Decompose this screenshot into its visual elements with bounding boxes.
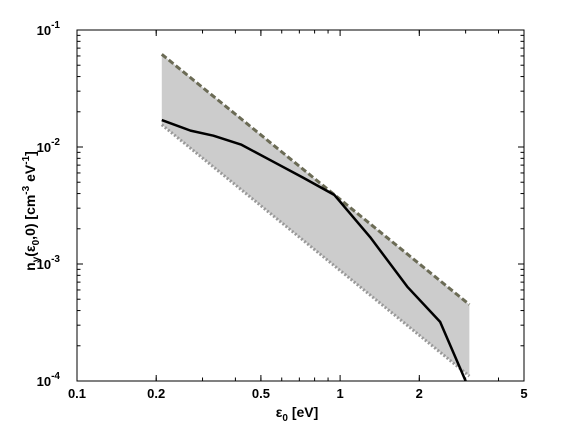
band-upper-bound-line <box>160 53 471 306</box>
axes-frame <box>76 29 525 382</box>
tick-labels: 0.1 0.2 0.5 1 2 5 10-4 10-3 10-2 10-1 <box>37 20 528 401</box>
y-tick-label: 10-2 <box>37 137 61 155</box>
y-tick-label: 10-3 <box>37 254 61 272</box>
plot-area <box>160 53 471 381</box>
shaded-band <box>161 54 470 377</box>
y-tick-label: 10-4 <box>37 371 61 389</box>
x-tick-label: 2 <box>416 386 423 401</box>
x-tick-label: 0.2 <box>147 386 165 401</box>
axes <box>76 29 525 382</box>
x-tick-label: 1 <box>336 386 343 401</box>
x-tick-label: 5 <box>520 386 527 401</box>
x-tick-label: 0.1 <box>68 386 86 401</box>
series-line-0 <box>161 118 467 381</box>
y-axis-label: nγ(ε0,0) [cm-3 eV-1] <box>21 151 42 271</box>
x-axis-label: ε0 [eV] <box>276 404 319 424</box>
x-tick-label: 0.5 <box>252 386 270 401</box>
y-tick-label: 10-1 <box>37 20 61 38</box>
